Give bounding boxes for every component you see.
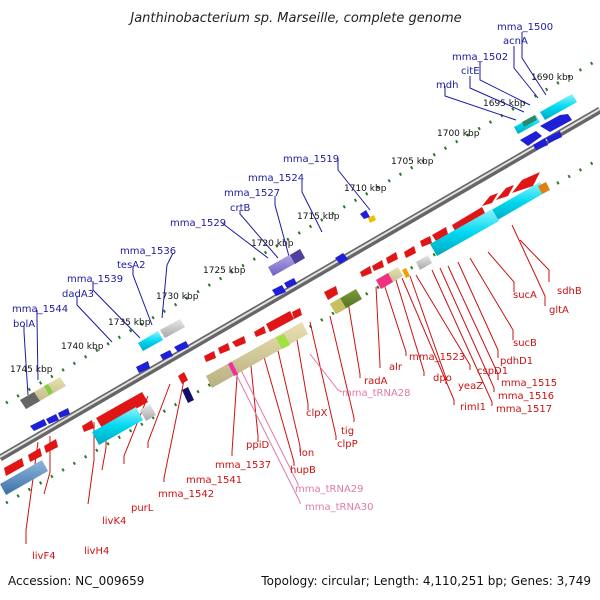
gene-label[interactable]: mma_1517 — [496, 404, 552, 415]
tick-label: 1740 kbp — [61, 342, 104, 352]
genome-backbone-highlight — [0, 108, 600, 458]
gene-label[interactable]: mma_1542 — [158, 489, 214, 500]
gene-label[interactable]: mma_1519 — [283, 154, 339, 165]
tick-label: 1700 kbp — [437, 129, 480, 139]
gene-label[interactable]: livH4 — [84, 546, 109, 557]
gene-label[interactable]: mma_1502 — [452, 52, 508, 63]
gene-label-trna[interactable]: mma_tRNA29 — [295, 484, 364, 495]
top-gene-labels: mma_1500 acnA mma_1502 citE mdh mma_1519… — [12, 22, 553, 330]
gene-label[interactable]: lon — [299, 448, 314, 459]
accession-text: Accession: NC_009659 — [8, 574, 144, 588]
gene-label[interactable]: mma_1500 — [497, 22, 553, 33]
forward-gene-arrows — [30, 114, 572, 431]
gene-label[interactable]: mma_1523 — [409, 352, 465, 363]
topology-text: Topology: circular; Length: 4,110,251 bp… — [260, 574, 591, 588]
reverse-gene-blocks — [0, 182, 550, 495]
gene-label[interactable]: yeaZ — [458, 381, 483, 392]
tick-label: 1735 kbp — [108, 318, 151, 328]
gene-label[interactable]: mma_1529 — [170, 218, 226, 229]
gene-label[interactable]: hupB — [290, 465, 316, 476]
gene-label[interactable]: gltA — [549, 305, 569, 316]
gene-label[interactable]: mdh — [436, 80, 458, 91]
trna-leader-lines — [229, 353, 343, 504]
gene-label[interactable]: rimI1 — [460, 402, 486, 413]
gene-label[interactable]: mma_1524 — [248, 173, 304, 184]
gene-label[interactable]: purL — [131, 503, 154, 514]
gene-label[interactable]: cspD1 — [477, 366, 508, 377]
gene-label[interactable]: crtB — [230, 203, 251, 214]
gene-label[interactable]: mma_1536 — [120, 246, 176, 257]
gene-label[interactable]: clpP — [337, 439, 358, 450]
gene-label[interactable]: bolA — [13, 319, 35, 330]
tick-label: 1710 kbp — [344, 184, 387, 194]
gene-label[interactable]: sdhB — [557, 286, 582, 297]
gene-label[interactable]: mma_1539 — [67, 274, 123, 285]
tick-label: 1715 kbp — [297, 212, 340, 222]
gene-label[interactable]: mma_1541 — [186, 475, 242, 486]
tick-label: 1695 kbp — [483, 99, 526, 109]
gene-label[interactable]: sucA — [513, 290, 537, 301]
gene-label[interactable]: tesA2 — [117, 260, 146, 271]
reverse-gene-arrows — [4, 172, 540, 476]
tick-label: 1705 kbp — [391, 157, 434, 167]
gene-label[interactable]: radA — [364, 376, 388, 387]
gene-label[interactable]: citE — [461, 66, 480, 77]
bottom-gene-labels: sdhB gltA sucA sucB pdhD1 mma_1515 mma_1… — [32, 286, 582, 562]
top-leader-lines — [23, 32, 547, 396]
gene-label[interactable]: dpo — [433, 373, 452, 384]
gene-label[interactable]: mma_1527 — [224, 188, 280, 199]
gene-label[interactable]: mma_1544 — [12, 304, 68, 315]
gene-label[interactable]: mma_1515 — [501, 378, 557, 389]
gene-label[interactable]: livF4 — [32, 551, 56, 562]
gene-label[interactable]: tig — [341, 426, 354, 437]
tick-label: 1690 kbp — [531, 73, 574, 83]
gene-label[interactable]: sucB — [513, 338, 537, 349]
tick-label: 1730 kbp — [156, 292, 199, 302]
gene-label[interactable]: clpX — [306, 408, 328, 419]
tick-label: 1720 kbp — [251, 239, 294, 249]
tick-labels: 1690 kbp 1695 kbp 1700 kbp 1705 kbp 1710… — [10, 73, 574, 375]
gene-label-trna[interactable]: mma_tRNA30 — [305, 502, 374, 513]
upper-tick-track — [5, 60, 595, 405]
map-title: Janthinobacterium sp. Marseille, complet… — [127, 11, 461, 26]
gene-label[interactable]: ppiD — [246, 440, 269, 451]
gene-label[interactable]: mma_1537 — [215, 460, 271, 471]
gene-label[interactable]: alr — [389, 362, 403, 373]
gene-label[interactable]: livK4 — [102, 516, 126, 527]
gene-label[interactable]: acnA — [503, 36, 528, 47]
gene-label[interactable]: pdhD1 — [500, 356, 533, 367]
tick-label: 1745 kbp — [10, 365, 53, 375]
gene-label-trna[interactable]: mma_tRNA28 — [342, 388, 411, 399]
gene-label[interactable]: mma_1516 — [498, 391, 554, 402]
forward-gene-blocks — [20, 94, 577, 409]
tick-label: 1725 kbp — [203, 266, 246, 276]
gene-label[interactable]: dadA3 — [62, 289, 94, 300]
